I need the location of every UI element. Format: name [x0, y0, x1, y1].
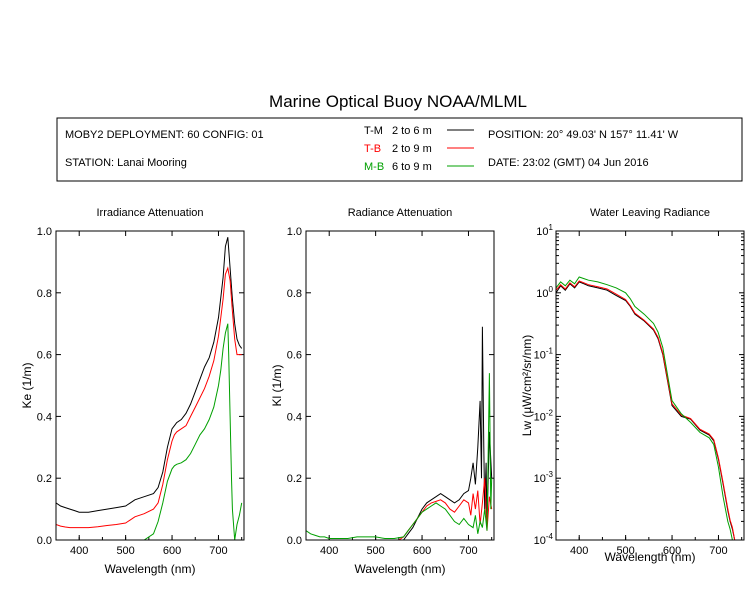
series-line-m-b: [134, 323, 243, 540]
y-tick-label: 100: [536, 285, 553, 300]
y-tick-label: 0.4: [37, 411, 52, 423]
x-tick-label: 600: [413, 545, 431, 557]
legend-code: M-B: [364, 161, 384, 173]
series-line-m-b: [556, 276, 735, 540]
y-tick-label: 101: [536, 223, 553, 238]
plot-frame: [305, 230, 495, 541]
y-tick-label: 1.0: [37, 226, 52, 238]
y-axis-label: Kl (1/m): [270, 364, 284, 406]
x-tick-label: 400: [570, 545, 588, 557]
series-line-t-b: [56, 266, 242, 529]
chart-title: Water Leaving Radiance: [590, 207, 710, 219]
x-axis-label: Wavelength (nm): [605, 550, 696, 564]
info-box: [56, 117, 743, 182]
y-axis-label: Lw (µW/cm²/sr/nm): [520, 335, 534, 437]
chart-2: Radiance Attenuation 0.0 0.2 0.4 0.6 0.8 1.0 40…: [270, 207, 495, 576]
x-axis-label: Wavelength (nm): [355, 562, 446, 576]
legend-range: 2 to 6 m: [392, 125, 432, 137]
plot-frame: [555, 230, 745, 541]
x-axis-label: Wavelength (nm): [105, 562, 196, 576]
y-tick-label: 10-4: [534, 532, 554, 547]
y-tick-label: 0.8: [37, 288, 52, 300]
charts: Irradiance Attenuation 0.0 0.2 0.4 0.6 0.8 1.0…: [20, 207, 745, 576]
x-tick-label: 400: [70, 545, 88, 557]
x-tick-label: 400: [320, 545, 338, 557]
legend-item: T-M 2 to 6 m: [364, 125, 474, 137]
y-tick-label: 1.0: [287, 226, 302, 238]
x-tick-label: 500: [616, 545, 634, 557]
y-tick-label: 10-1: [534, 347, 554, 362]
x-tick-label: 500: [366, 545, 384, 557]
page-title: Marine Optical Buoy NOAA/MLML: [269, 92, 527, 111]
deployment-text: MOBY2 DEPLOYMENT: 60 CONFIG: 01: [65, 129, 264, 141]
legend-range: 2 to 9 m: [392, 143, 432, 155]
x-tick-label: 700: [209, 545, 227, 557]
station-text: STATION: Lanai Mooring: [65, 157, 187, 169]
series-line-t-b: [556, 280, 736, 540]
chart-title: Radiance Attenuation: [348, 207, 453, 219]
legend-range: 6 to 9 m: [392, 161, 432, 173]
y-tick-label: 10-2: [534, 408, 554, 423]
legend-item: T-B 2 to 9 m: [364, 143, 474, 155]
y-tick-label: 10-3: [534, 470, 554, 485]
series-line-t-m: [403, 326, 493, 540]
legend-code: T-B: [364, 143, 381, 155]
chart-3: Water Leaving Radiance 101 100 10-1 10-2 10-3…: [520, 207, 745, 564]
y-tick-label: 0.8: [287, 288, 302, 300]
series-line-t-m: [56, 237, 243, 513]
x-tick-label: 500: [116, 545, 134, 557]
x-tick-label: 600: [663, 545, 681, 557]
date-text: DATE: 23:02 (GMT) 04 Jun 2016: [488, 157, 649, 169]
y-tick-label: 0.4: [287, 411, 302, 423]
chart-title: Irradiance Attenuation: [96, 207, 203, 219]
series-line-m-b: [306, 373, 493, 539]
chart-1: Irradiance Attenuation 0.0 0.2 0.4 0.6 0.8 1.0…: [20, 207, 245, 576]
y-axis-label: Ke (1/m): [20, 362, 34, 408]
x-tick-label: 700: [459, 545, 477, 557]
y-tick-label: 0.0: [37, 535, 52, 547]
plot-frame: [55, 230, 245, 541]
x-tick-label: 700: [709, 545, 727, 557]
legend: T-M 2 to 6 m T-B 2 to 9 m M-B 6 to 9 m: [364, 125, 474, 173]
position-text: POSITION: 20° 49.03' N 157° 11.41' W: [488, 129, 679, 141]
legend-code: T-M: [364, 125, 383, 137]
y-tick-label: 0.6: [37, 350, 52, 362]
y-tick-label: 0.0: [287, 535, 302, 547]
y-tick-label: 0.2: [37, 473, 52, 485]
y-tick-label: 0.6: [287, 350, 302, 362]
legend-item: M-B 6 to 9 m: [364, 161, 474, 173]
y-tick-label: 0.2: [287, 473, 302, 485]
x-tick-label: 600: [163, 545, 181, 557]
